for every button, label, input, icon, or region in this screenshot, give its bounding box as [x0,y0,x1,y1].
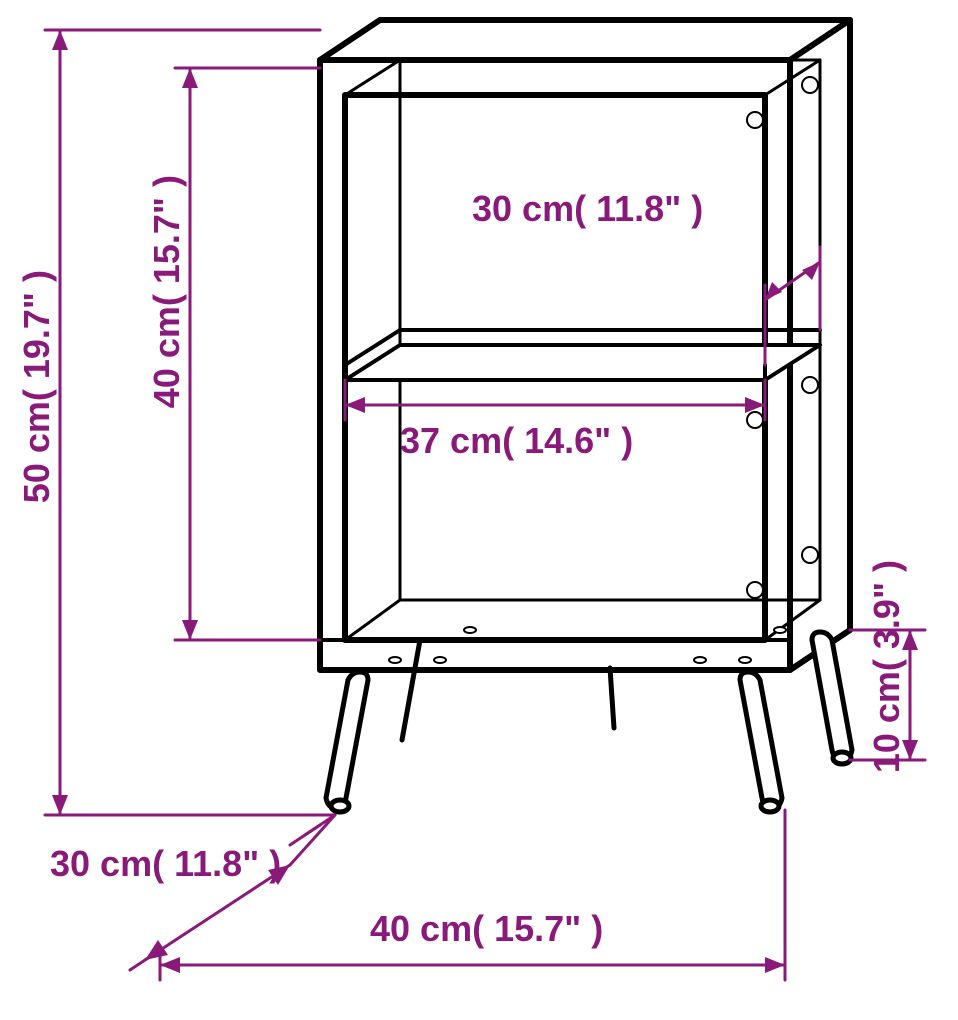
label-leg-height: 10 cm( 3.9" ) [868,560,906,773]
label-base-depth: 30 cm( 11.8" ) [50,845,280,883]
label-shelf-width: 37 cm( 14.6" ) [400,422,633,460]
dim-body-height [175,68,320,640]
label-base-width: 40 cm( 15.7" ) [370,910,603,948]
label-base-depth-text: 30 cm( 11.8" ) [50,843,281,884]
dim-base-depth [130,815,335,970]
top-right-depth-edge [790,20,850,60]
label-total-height: 50 cm( 19.7" ) [18,270,56,503]
dim-base-width [160,810,785,980]
cabinet [320,20,850,670]
top-left-depth-edge [320,20,380,60]
label-shelf-depth: 30 cm( 11.8" ) [472,190,703,228]
label-body-height: 40 cm( 15.7" ) [148,175,186,408]
